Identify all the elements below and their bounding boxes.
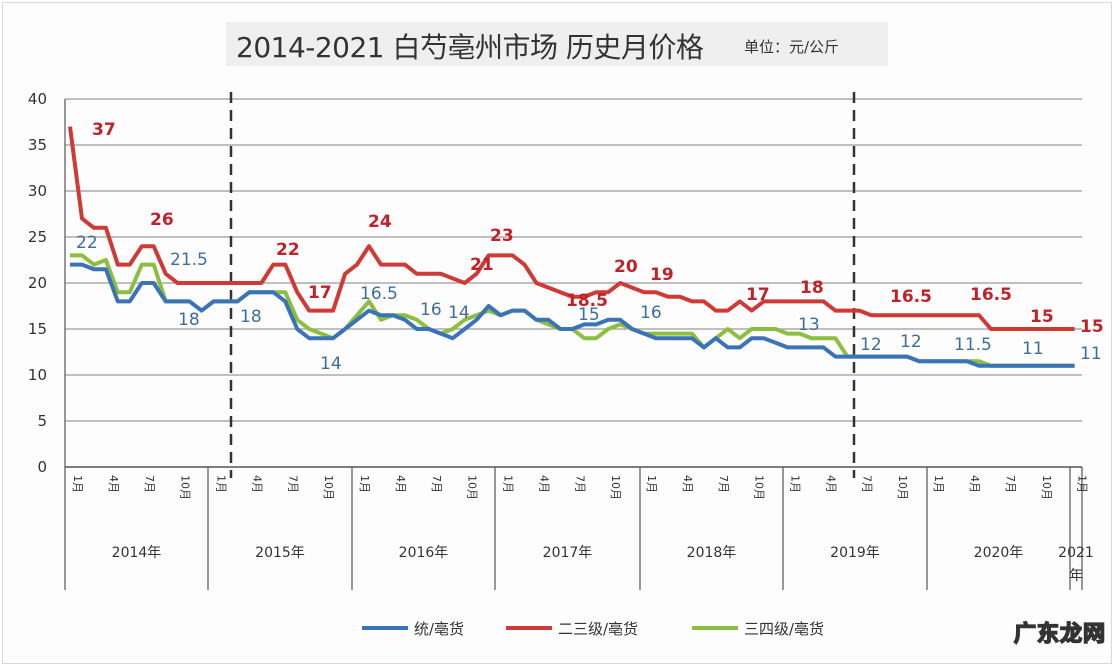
data-label-blue: 16 xyxy=(640,303,662,323)
series-line-0 xyxy=(70,262,1075,368)
month-tick-label: 10月 xyxy=(466,475,479,500)
month-tick-label: 4月 xyxy=(824,475,837,493)
unit-label: 单位：元/公斤 xyxy=(744,38,840,56)
y-tick-label: 15 xyxy=(28,320,47,338)
data-label-red: 24 xyxy=(368,212,392,232)
year-label-suffix: 年 xyxy=(1069,568,1083,584)
data-label-red: 16.5 xyxy=(890,287,932,307)
month-tick-label: 10月 xyxy=(1040,475,1053,500)
year-label: 2018年 xyxy=(687,545,737,561)
legend-label: 统/亳货 xyxy=(414,620,464,638)
data-label-blue: 11 xyxy=(1080,344,1102,364)
month-tick-label: 10月 xyxy=(179,475,192,500)
y-tick-label: 10 xyxy=(28,366,47,384)
month-tick-label: 10月 xyxy=(753,475,766,500)
gridlines xyxy=(64,98,1082,468)
year-label: 2014年 xyxy=(112,545,162,561)
data-label-blue: 21.5 xyxy=(170,250,208,270)
series-line-1 xyxy=(68,126,1075,331)
data-label-red: 21 xyxy=(470,255,494,275)
data-label-red: 16.5 xyxy=(970,285,1012,305)
legend-label: 三四级/亳货 xyxy=(744,620,824,638)
data-label-blue: 18 xyxy=(178,310,200,330)
month-tick-label: 7月 xyxy=(430,475,443,493)
y-tick-label: 30 xyxy=(28,182,47,200)
x-axis: 2014年 1月 4月 7月 10月 2015年 1月 4月 7月 10月 2016年 1月 4月 7月 1… xyxy=(64,467,1094,590)
data-label-red: 37 xyxy=(92,120,116,140)
month-tick-label: 10月 xyxy=(609,475,622,500)
month-tick-label: 7月 xyxy=(286,475,299,493)
month-tick-label: 1月 xyxy=(502,475,515,493)
y-tick-label: 35 xyxy=(28,136,47,154)
data-label-blue: 16 xyxy=(420,300,442,320)
year-label: 2019年 xyxy=(830,545,880,561)
month-tick-label: 7月 xyxy=(573,475,586,493)
chart-title: 2014-2021 白芍亳州市场 历史月价格 xyxy=(236,31,704,64)
watermark: 广东龙网 xyxy=(1013,621,1106,648)
y-axis-ticks: 0 5 10 15 20 25 30 35 40 xyxy=(28,90,47,476)
data-label-red: 15 xyxy=(1080,317,1104,337)
data-label-blue: 13 xyxy=(798,315,820,335)
data-label-red: 17 xyxy=(746,285,770,305)
series-lines xyxy=(68,126,1075,368)
legend: 统/亳货 二三级/亳货 三四级/亳货 xyxy=(362,620,824,638)
year-label: 2017年 xyxy=(543,545,593,561)
y-tick-label: 20 xyxy=(28,274,47,292)
y-tick-label: 5 xyxy=(37,412,47,430)
data-label-red: 18.5 xyxy=(566,291,608,311)
data-label-red: 19 xyxy=(650,265,674,285)
year-label: 2020年 xyxy=(974,545,1024,561)
month-tick-label: 1月 xyxy=(932,475,945,493)
year-label: 2015年 xyxy=(255,545,305,561)
data-label-blue: 12 xyxy=(860,335,882,355)
data-label-blue: 16.5 xyxy=(360,284,398,304)
data-label-blue: 11 xyxy=(1022,339,1044,359)
y-tick-label: 25 xyxy=(28,228,47,246)
month-tick-label: 4月 xyxy=(681,475,694,493)
data-label-blue: 22 xyxy=(76,233,98,253)
month-tick-label: 4月 xyxy=(394,475,407,493)
title-box: 2014-2021 白芍亳州市场 历史月价格 单位：元/公斤 xyxy=(226,22,888,66)
data-label-red: 23 xyxy=(490,226,514,246)
year-label: 2021 xyxy=(1058,545,1094,561)
month-tick-label: 7月 xyxy=(860,475,873,493)
month-tick-label: 1月 xyxy=(1076,475,1089,493)
month-tick-label: 7月 xyxy=(143,475,156,493)
data-label-red: 15 xyxy=(1030,307,1054,327)
month-tick-label: 10月 xyxy=(896,475,909,500)
month-tick-label: 4月 xyxy=(250,475,263,493)
month-tick-label: 10月 xyxy=(322,475,335,500)
month-tick-label: 1月 xyxy=(645,475,658,493)
legend-label: 二三级/亳货 xyxy=(558,620,638,638)
year-label: 2016年 xyxy=(399,545,449,561)
data-label-blue: 18 xyxy=(240,307,262,327)
month-tick-label: 7月 xyxy=(717,475,730,493)
data-label-blue: 14 xyxy=(320,354,342,374)
data-label-red: 22 xyxy=(276,240,300,260)
dashed-divider-lines xyxy=(229,92,856,478)
month-tick-label: 4月 xyxy=(537,475,550,493)
data-label-blue: 11.5 xyxy=(954,335,992,355)
data-label-red: 20 xyxy=(614,257,638,277)
y-tick-label: 0 xyxy=(37,458,47,476)
month-tick-label: 7月 xyxy=(1004,475,1017,493)
y-tick-label: 40 xyxy=(28,90,47,108)
data-label-blue: 14 xyxy=(448,303,470,323)
month-tick-label: 1月 xyxy=(789,475,802,493)
month-tick-label: 4月 xyxy=(968,475,981,493)
data-label-red: 18 xyxy=(800,278,824,298)
data-label-red: 26 xyxy=(150,210,174,230)
data-label-red: 17 xyxy=(308,283,332,303)
month-tick-label: 4月 xyxy=(107,475,120,493)
data-labels: 37 26 22 17 24 21 23 18.5 20 19 17 18 16.5 16.5 15 15 22… xyxy=(76,120,1104,374)
month-tick-label: 1月 xyxy=(358,475,371,493)
month-tick-label: 1月 xyxy=(71,475,84,493)
month-tick-label: 1月 xyxy=(215,475,228,493)
data-label-blue: 12 xyxy=(900,332,922,352)
data-label-blue: 15 xyxy=(578,305,600,325)
